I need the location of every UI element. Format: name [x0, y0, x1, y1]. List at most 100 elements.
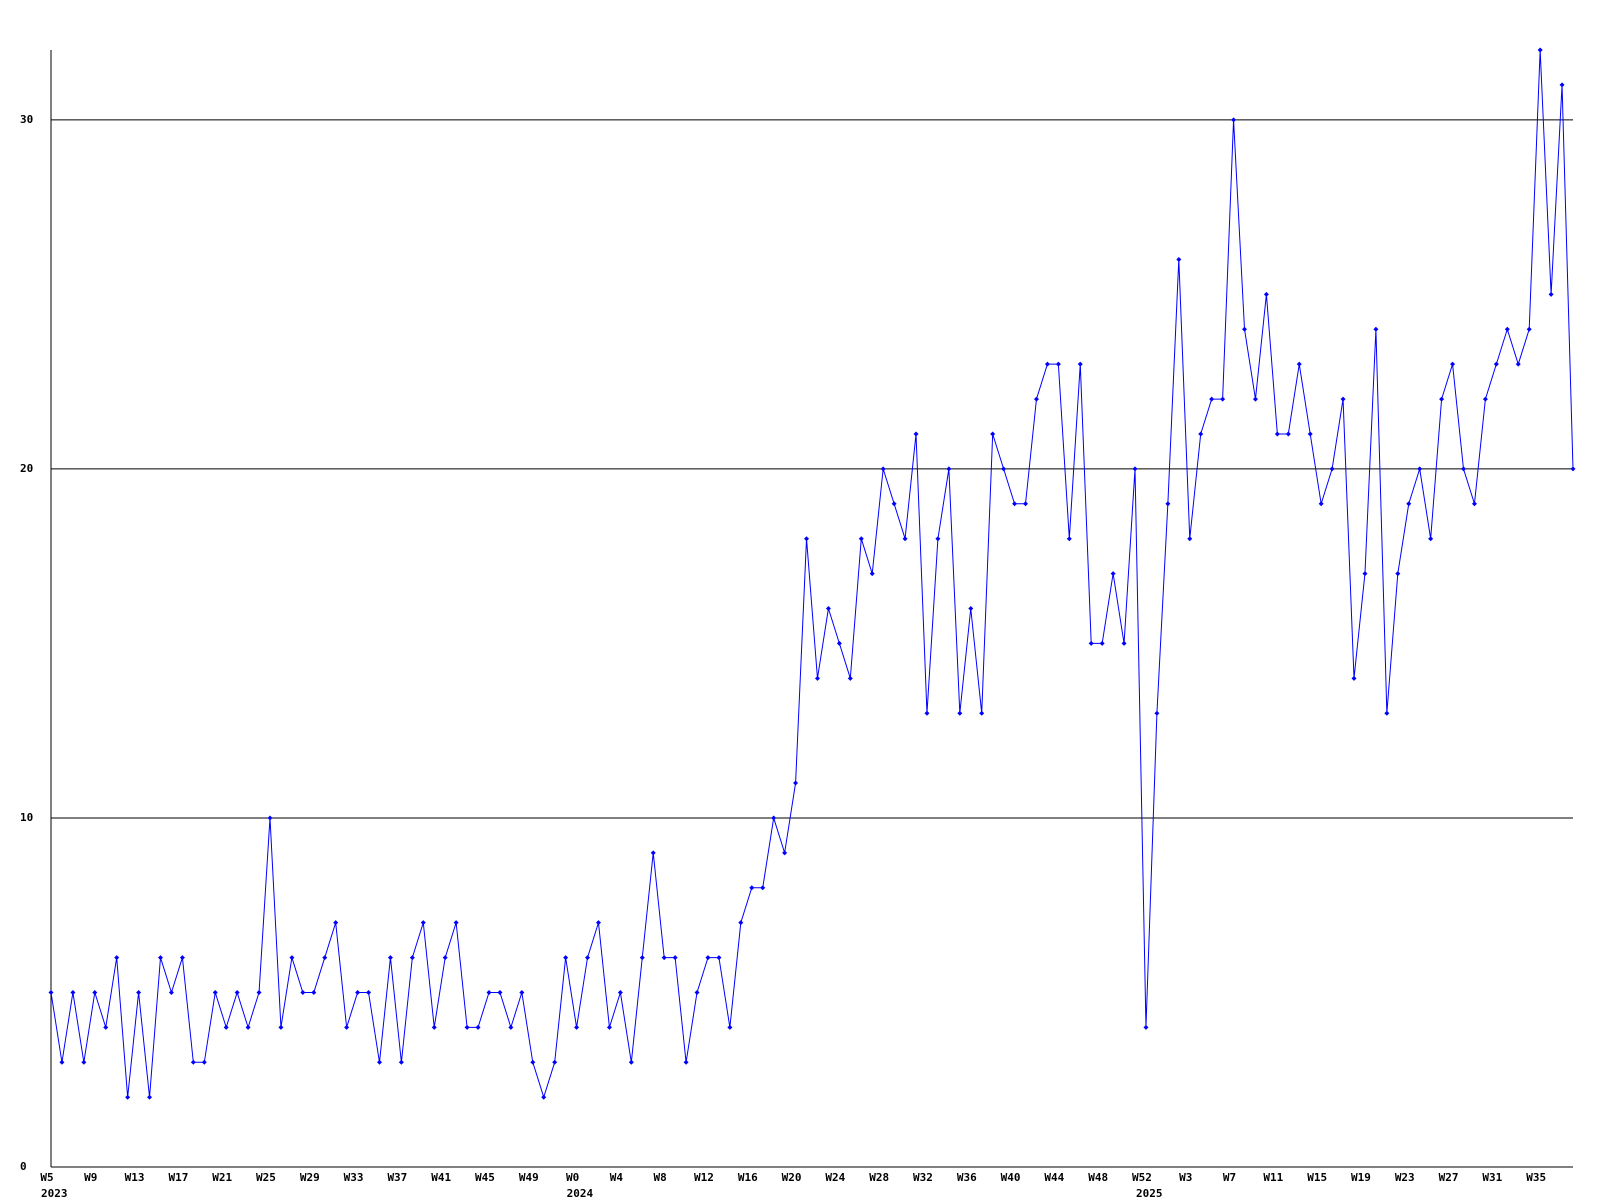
point-marker [552, 1059, 558, 1065]
point-marker [201, 1059, 207, 1065]
x-tick-label: W5 [40, 1171, 53, 1184]
point-marker [497, 989, 503, 995]
x-tick-label: W32 [913, 1171, 933, 1184]
point-marker [869, 571, 875, 577]
x-tick-label: W36 [957, 1171, 977, 1184]
point-marker [136, 989, 142, 995]
point-marker [1384, 710, 1390, 716]
point-marker [267, 815, 273, 821]
point-marker [92, 989, 98, 995]
point-marker [1143, 1024, 1149, 1030]
point-marker [749, 885, 755, 891]
x-tick-label: W49 [519, 1171, 539, 1184]
point-marker [190, 1059, 196, 1065]
x-tick-label: W13 [125, 1171, 145, 1184]
point-marker [1351, 675, 1357, 681]
x-tick-label: W25 [256, 1171, 276, 1184]
point-marker [1570, 466, 1576, 472]
year-label: 2024 [567, 1187, 594, 1200]
point-marker [464, 1024, 470, 1030]
point-marker [1154, 710, 1160, 716]
x-tick-label: W44 [1044, 1171, 1064, 1184]
point-marker [891, 501, 897, 507]
point-marker [1220, 396, 1226, 402]
point-marker [300, 989, 306, 995]
point-marker [442, 955, 448, 961]
point-marker [574, 1024, 580, 1030]
x-tick-label: W16 [738, 1171, 758, 1184]
x-tick-label: W33 [344, 1171, 364, 1184]
point-marker [1242, 326, 1248, 332]
point-marker [563, 955, 569, 961]
point-marker [990, 431, 996, 437]
point-marker [1515, 361, 1521, 367]
point-marker [256, 989, 262, 995]
y-tick-label: 10 [20, 811, 33, 824]
point-marker [1340, 396, 1346, 402]
x-tick-label: W7 [1223, 1171, 1236, 1184]
point-marker [1209, 396, 1215, 402]
point-marker [1110, 571, 1116, 577]
point-marker [398, 1059, 404, 1065]
series-line [50, 49, 1574, 1099]
point-marker [1285, 431, 1291, 437]
point-marker [661, 955, 667, 961]
y-tick-label: 30 [20, 113, 33, 126]
x-tick-label: W15 [1307, 1171, 1327, 1184]
point-marker [595, 920, 601, 926]
point-marker [1066, 536, 1072, 542]
point-marker [223, 1024, 229, 1030]
x-tick-label: W28 [869, 1171, 889, 1184]
point-marker [453, 920, 459, 926]
y-tick-label: 20 [20, 462, 33, 475]
point-marker [968, 606, 974, 611]
point-marker [771, 815, 777, 821]
year-label: 2025 [1136, 1187, 1163, 1200]
x-tick-label: W35 [1526, 1171, 1546, 1184]
point-marker [639, 955, 645, 961]
point-marker [979, 710, 985, 716]
point-marker [1318, 501, 1324, 507]
point-marker [1231, 117, 1237, 123]
x-tick-label: W12 [694, 1171, 714, 1184]
x-tick-label: W23 [1395, 1171, 1415, 1184]
x-tick-label: W8 [654, 1171, 667, 1184]
point-marker [168, 989, 174, 995]
point-marker [946, 466, 952, 472]
point-marker [420, 920, 426, 926]
point-marker [409, 955, 415, 961]
point-marker [81, 1059, 87, 1065]
point-marker [1198, 431, 1204, 437]
point-marker [311, 989, 317, 995]
point-marker [387, 955, 393, 961]
point-marker [125, 1094, 131, 1100]
x-tick-label: W41 [431, 1171, 451, 1184]
point-marker [157, 955, 163, 961]
x-tick-label: W19 [1351, 1171, 1371, 1184]
point-marker [924, 710, 930, 716]
point-marker [366, 989, 372, 995]
point-marker [519, 989, 525, 995]
point-marker [1450, 361, 1456, 367]
point-marker [147, 1094, 153, 1100]
point-marker [683, 1059, 689, 1065]
point-marker [628, 1059, 634, 1065]
point-marker [1373, 326, 1379, 332]
point-marker [1362, 571, 1368, 577]
y-tick-label: 0 [20, 1160, 27, 1173]
point-marker [278, 1024, 284, 1030]
point-marker [1537, 47, 1543, 53]
point-marker [727, 1024, 733, 1030]
point-marker [847, 675, 853, 681]
point-marker [1461, 466, 1467, 472]
point-marker [1252, 396, 1258, 402]
point-marker [212, 989, 218, 995]
point-marker [585, 955, 591, 961]
point-marker [114, 955, 120, 961]
point-marker [344, 1024, 350, 1030]
point-marker [880, 466, 886, 472]
point-marker [1121, 640, 1127, 646]
x-tick-label: W17 [168, 1171, 188, 1184]
point-marker [70, 989, 76, 995]
